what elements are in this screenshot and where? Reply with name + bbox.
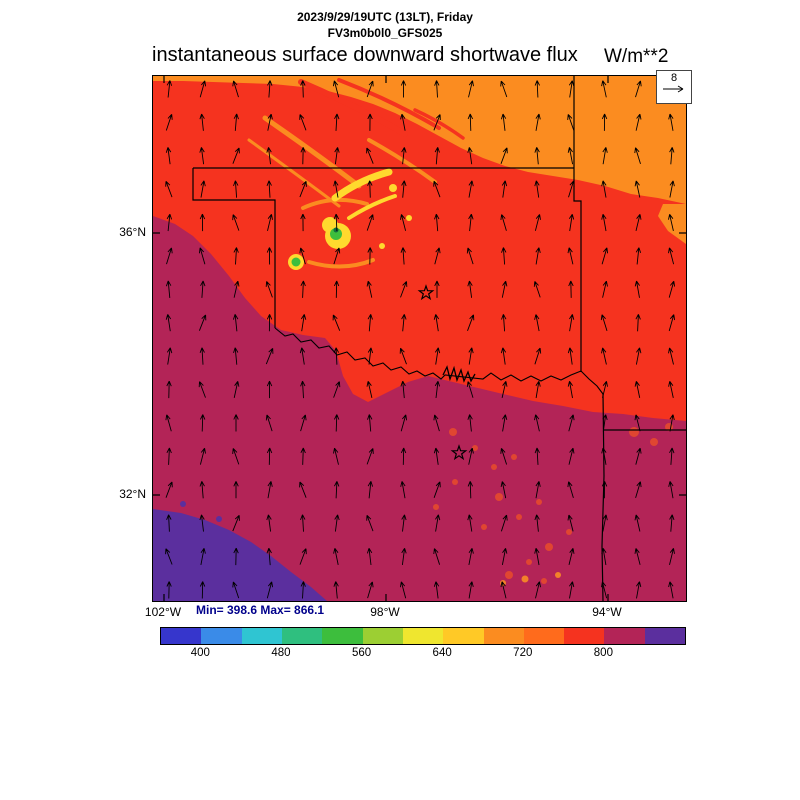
wind-reference-box: 8 (656, 70, 692, 104)
units-label: W/m**2 (604, 46, 669, 67)
wind-arrows (165, 80, 676, 599)
flux-field-purple (153, 501, 327, 601)
lon-label-94w: 94°W (592, 605, 622, 619)
colorbar-segment (281, 628, 323, 644)
plot-title: instantaneous surface downward shortwave… (152, 44, 578, 66)
colorbar-segment (161, 628, 202, 644)
colorbar-tick-label: 480 (271, 647, 291, 659)
colorbar-tick-label: 560 (351, 647, 372, 659)
state-borders (192, 76, 686, 601)
valid-time: 2023/9/29/19UTC (13LT), Friday (297, 10, 473, 24)
colorbar-segment (483, 628, 524, 644)
colorbar-tick-label: 400 (190, 647, 210, 659)
flux-map (153, 76, 686, 601)
map-panel (152, 75, 687, 602)
cloud-core-spots (288, 168, 412, 270)
colorbar-segment (523, 628, 565, 644)
lon-label-98w: 98°W (370, 605, 400, 619)
lon-label-102w: 102°W (144, 605, 182, 619)
colorbar-tick-label: 720 (513, 647, 533, 659)
cloud-streaks-red (298, 78, 465, 140)
colorbar-segment (564, 628, 605, 644)
colorbar-tick-label: 800 (593, 647, 613, 659)
model-name: FV3m0b0l0_GFS025 (327, 26, 443, 40)
wind-reference-arrow-icon (663, 85, 684, 93)
lat-label-32n: 32°N (119, 487, 146, 501)
colorbar-tick-label: 640 (432, 647, 452, 659)
colorbar-segment (443, 628, 484, 644)
city-star-icon (417, 284, 435, 301)
flux-speckles (433, 423, 673, 586)
city-star-icon (450, 444, 468, 461)
colorbar-segment (241, 628, 282, 644)
lat-label-36n: 36°N (119, 225, 146, 239)
colorbar-segment (322, 628, 363, 644)
colorbar-segment (604, 628, 645, 644)
red-river (274, 327, 604, 395)
colorbar-segment (362, 628, 403, 644)
axis-ticks (153, 76, 686, 601)
colorbar-segment (201, 628, 242, 644)
city-star-markers (417, 284, 468, 461)
colorbar-segment (644, 628, 686, 644)
colorbar-segment (402, 628, 444, 644)
wind-reference-value: 8 (670, 72, 678, 84)
colorbar-tick-labels: 400 480 560 640 720 800 (160, 647, 684, 663)
colorbar (160, 627, 686, 645)
flux-field-orange (153, 76, 686, 204)
min-max-label: Min= 398.6 Max= 866.1 (196, 603, 325, 617)
